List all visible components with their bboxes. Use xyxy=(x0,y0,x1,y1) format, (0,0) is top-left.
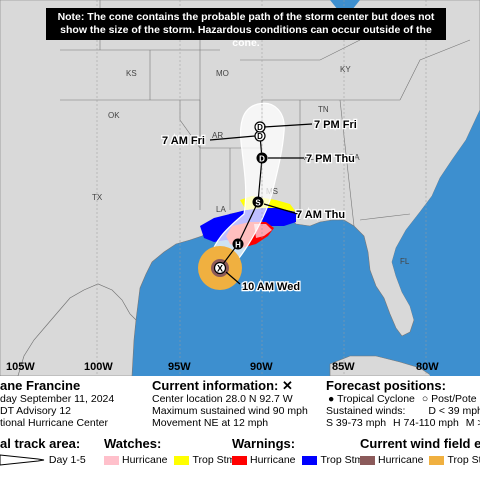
land-mexico xyxy=(0,283,137,376)
lon-label: 105W xyxy=(6,361,35,373)
wind-field-title: Current wind field es xyxy=(360,436,480,451)
state-label: MO xyxy=(216,69,229,78)
ts-watch-swatch xyxy=(174,455,190,465)
svg-text:S: S xyxy=(255,199,261,208)
state-label: AL xyxy=(304,153,314,162)
land-cuba xyxy=(329,355,433,376)
label-10am-wed: 10 AM Wed xyxy=(242,281,300,293)
storm-date: day September 11, 2024 xyxy=(0,393,115,405)
storm-center: tional Hurricane Center xyxy=(0,417,108,429)
forecast-positions-title: Forecast positions: xyxy=(326,378,446,393)
svg-text:D: D xyxy=(257,123,263,132)
lake xyxy=(330,0,360,10)
warnings-key: Hurricane Trop Stm xyxy=(232,454,363,466)
watches-key: Hurricane Trop Stm xyxy=(104,454,235,466)
label-7pm-fri: 7 PM Fri xyxy=(314,119,357,131)
wind-ranges: S 39-73 mph H 74-110 mph M > xyxy=(326,417,480,429)
state-label: LA xyxy=(216,205,226,214)
open-circle-icon: ○ xyxy=(421,393,429,405)
atlantic xyxy=(392,110,480,376)
track-area-title: al track area: xyxy=(0,436,81,451)
ts-warning-swatch xyxy=(302,455,318,465)
svg-text:X: X xyxy=(217,264,223,274)
state-label: GA xyxy=(348,153,360,162)
state-label: TX xyxy=(92,193,103,202)
svg-text:D: D xyxy=(259,155,265,164)
cone-note: Note: The cone contains the probable pat… xyxy=(46,8,446,49)
watches-title: Watches: xyxy=(104,436,162,451)
legend-panel: ane Francine day September 11, 2024 DT A… xyxy=(0,376,480,480)
leader-lines xyxy=(209,123,313,285)
lon-label: 80W xyxy=(416,361,439,373)
state-label: KS xyxy=(126,69,137,78)
center-location: Center location 28.0 N 92.7 W xyxy=(152,393,293,405)
state-label: OK xyxy=(108,111,120,120)
lon-grid xyxy=(96,0,427,376)
wind-field-key: Hurricane Trop Stm xyxy=(360,454,480,466)
lon-label: 95W xyxy=(168,361,191,373)
cone-swatch-icon xyxy=(0,454,45,466)
label-7pm-thu: 7 PM Thu xyxy=(306,153,355,165)
current-position-icon: ✕ xyxy=(282,378,293,393)
sustained-winds: Sustained winds: D < 39 mph xyxy=(326,405,480,417)
hurricane-watch-swatch xyxy=(104,455,119,465)
marker-h: H xyxy=(232,238,244,250)
tropical-cyclone-key: ● Tropical Cyclone ○ Post/Pote xyxy=(328,393,477,405)
hurricane-warning-swatch xyxy=(232,455,247,465)
movement: Movement NE at 12 mph xyxy=(152,417,269,429)
current-info-title: Current information: ✕ xyxy=(152,378,293,393)
filled-circle-icon: ● xyxy=(328,393,335,405)
label-7am-fri: 7 AM Fri xyxy=(162,135,205,147)
track-area-key: Day 1-5 xyxy=(0,454,86,466)
forecast-map: KS MO KY TN OK AR TX MS AL GA LA FL X H xyxy=(0,0,480,376)
marker-current: X xyxy=(213,261,227,275)
marker-7pm-thu: D xyxy=(256,152,268,164)
marker-7pm-fri: D xyxy=(254,121,266,133)
hurricane-wind-swatch xyxy=(360,455,375,465)
ts-wind-swatch xyxy=(429,455,445,465)
max-wind: Maximum sustained wind 90 mph xyxy=(152,405,308,417)
lon-label: 85W xyxy=(332,361,355,373)
lon-label: 100W xyxy=(84,361,113,373)
svg-text:H: H xyxy=(235,241,241,250)
state-label: FL xyxy=(400,257,410,266)
warnings-title: Warnings: xyxy=(232,436,296,451)
lon-label: 90W xyxy=(250,361,273,373)
state-label: KY xyxy=(340,65,351,74)
storm-advisory: DT Advisory 12 xyxy=(0,405,72,417)
marker-7am-thu: S xyxy=(252,196,264,208)
svg-text:D: D xyxy=(257,132,263,141)
state-label: TN xyxy=(318,105,329,114)
storm-name: ane Francine xyxy=(0,378,81,393)
state-label: AR xyxy=(212,131,223,140)
label-7am-thu: 7 AM Thu xyxy=(296,209,345,221)
forecast-cone xyxy=(207,102,285,274)
